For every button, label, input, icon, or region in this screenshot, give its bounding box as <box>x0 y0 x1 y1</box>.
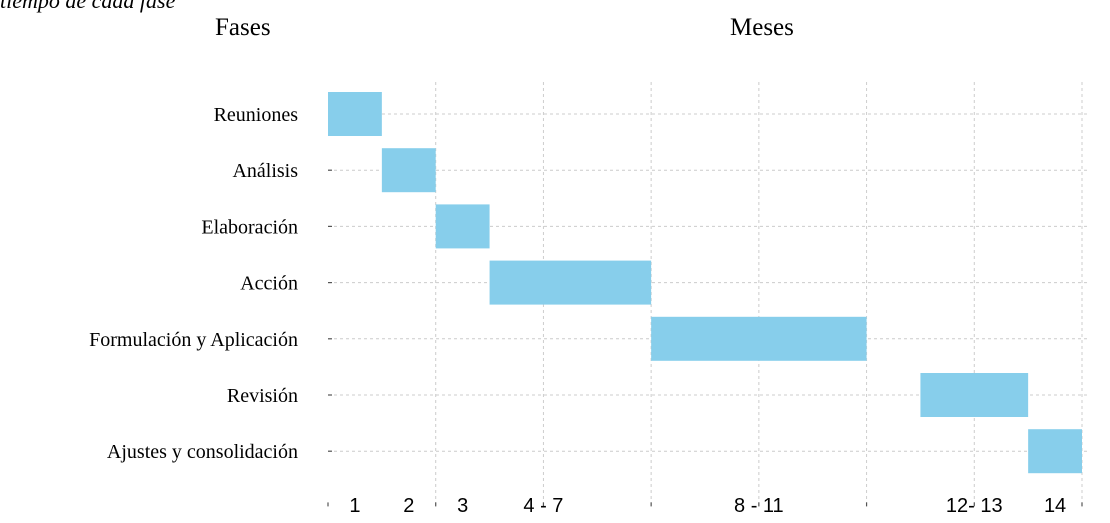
months-header: Meses <box>730 14 794 41</box>
phases-header: Fases <box>215 14 271 41</box>
gantt-bar <box>328 92 382 136</box>
phase-label: Reuniones <box>214 104 299 126</box>
phase-label: Elaboración <box>201 216 298 238</box>
gantt-bar <box>381 148 436 193</box>
x-tick-label: 8 - 11 <box>734 495 784 517</box>
phase-label: Ajustes y consolidación <box>107 441 298 463</box>
gantt-bar <box>1028 429 1082 474</box>
gantt-bar <box>489 260 652 305</box>
gantt-bar <box>651 316 867 361</box>
x-tick-label: 12- 13 <box>946 495 1003 517</box>
gantt-bar <box>920 373 1029 417</box>
x-tick-label: 4 - 7 <box>523 495 563 517</box>
phase-label: Análisis <box>232 160 298 182</box>
x-tick-label: 1 <box>349 495 360 517</box>
x-tick-label: 14 <box>1044 495 1066 517</box>
gantt-bar <box>435 204 490 249</box>
phase-label: Formulación y Aplicación <box>89 329 298 351</box>
chart-caption: tiempo de cada fase <box>0 0 176 13</box>
x-tick-label: 2 <box>403 495 414 517</box>
phase-label: Revisión <box>227 385 298 407</box>
x-tick-label: 3 <box>457 495 468 517</box>
phase-label: Acción <box>240 273 298 295</box>
